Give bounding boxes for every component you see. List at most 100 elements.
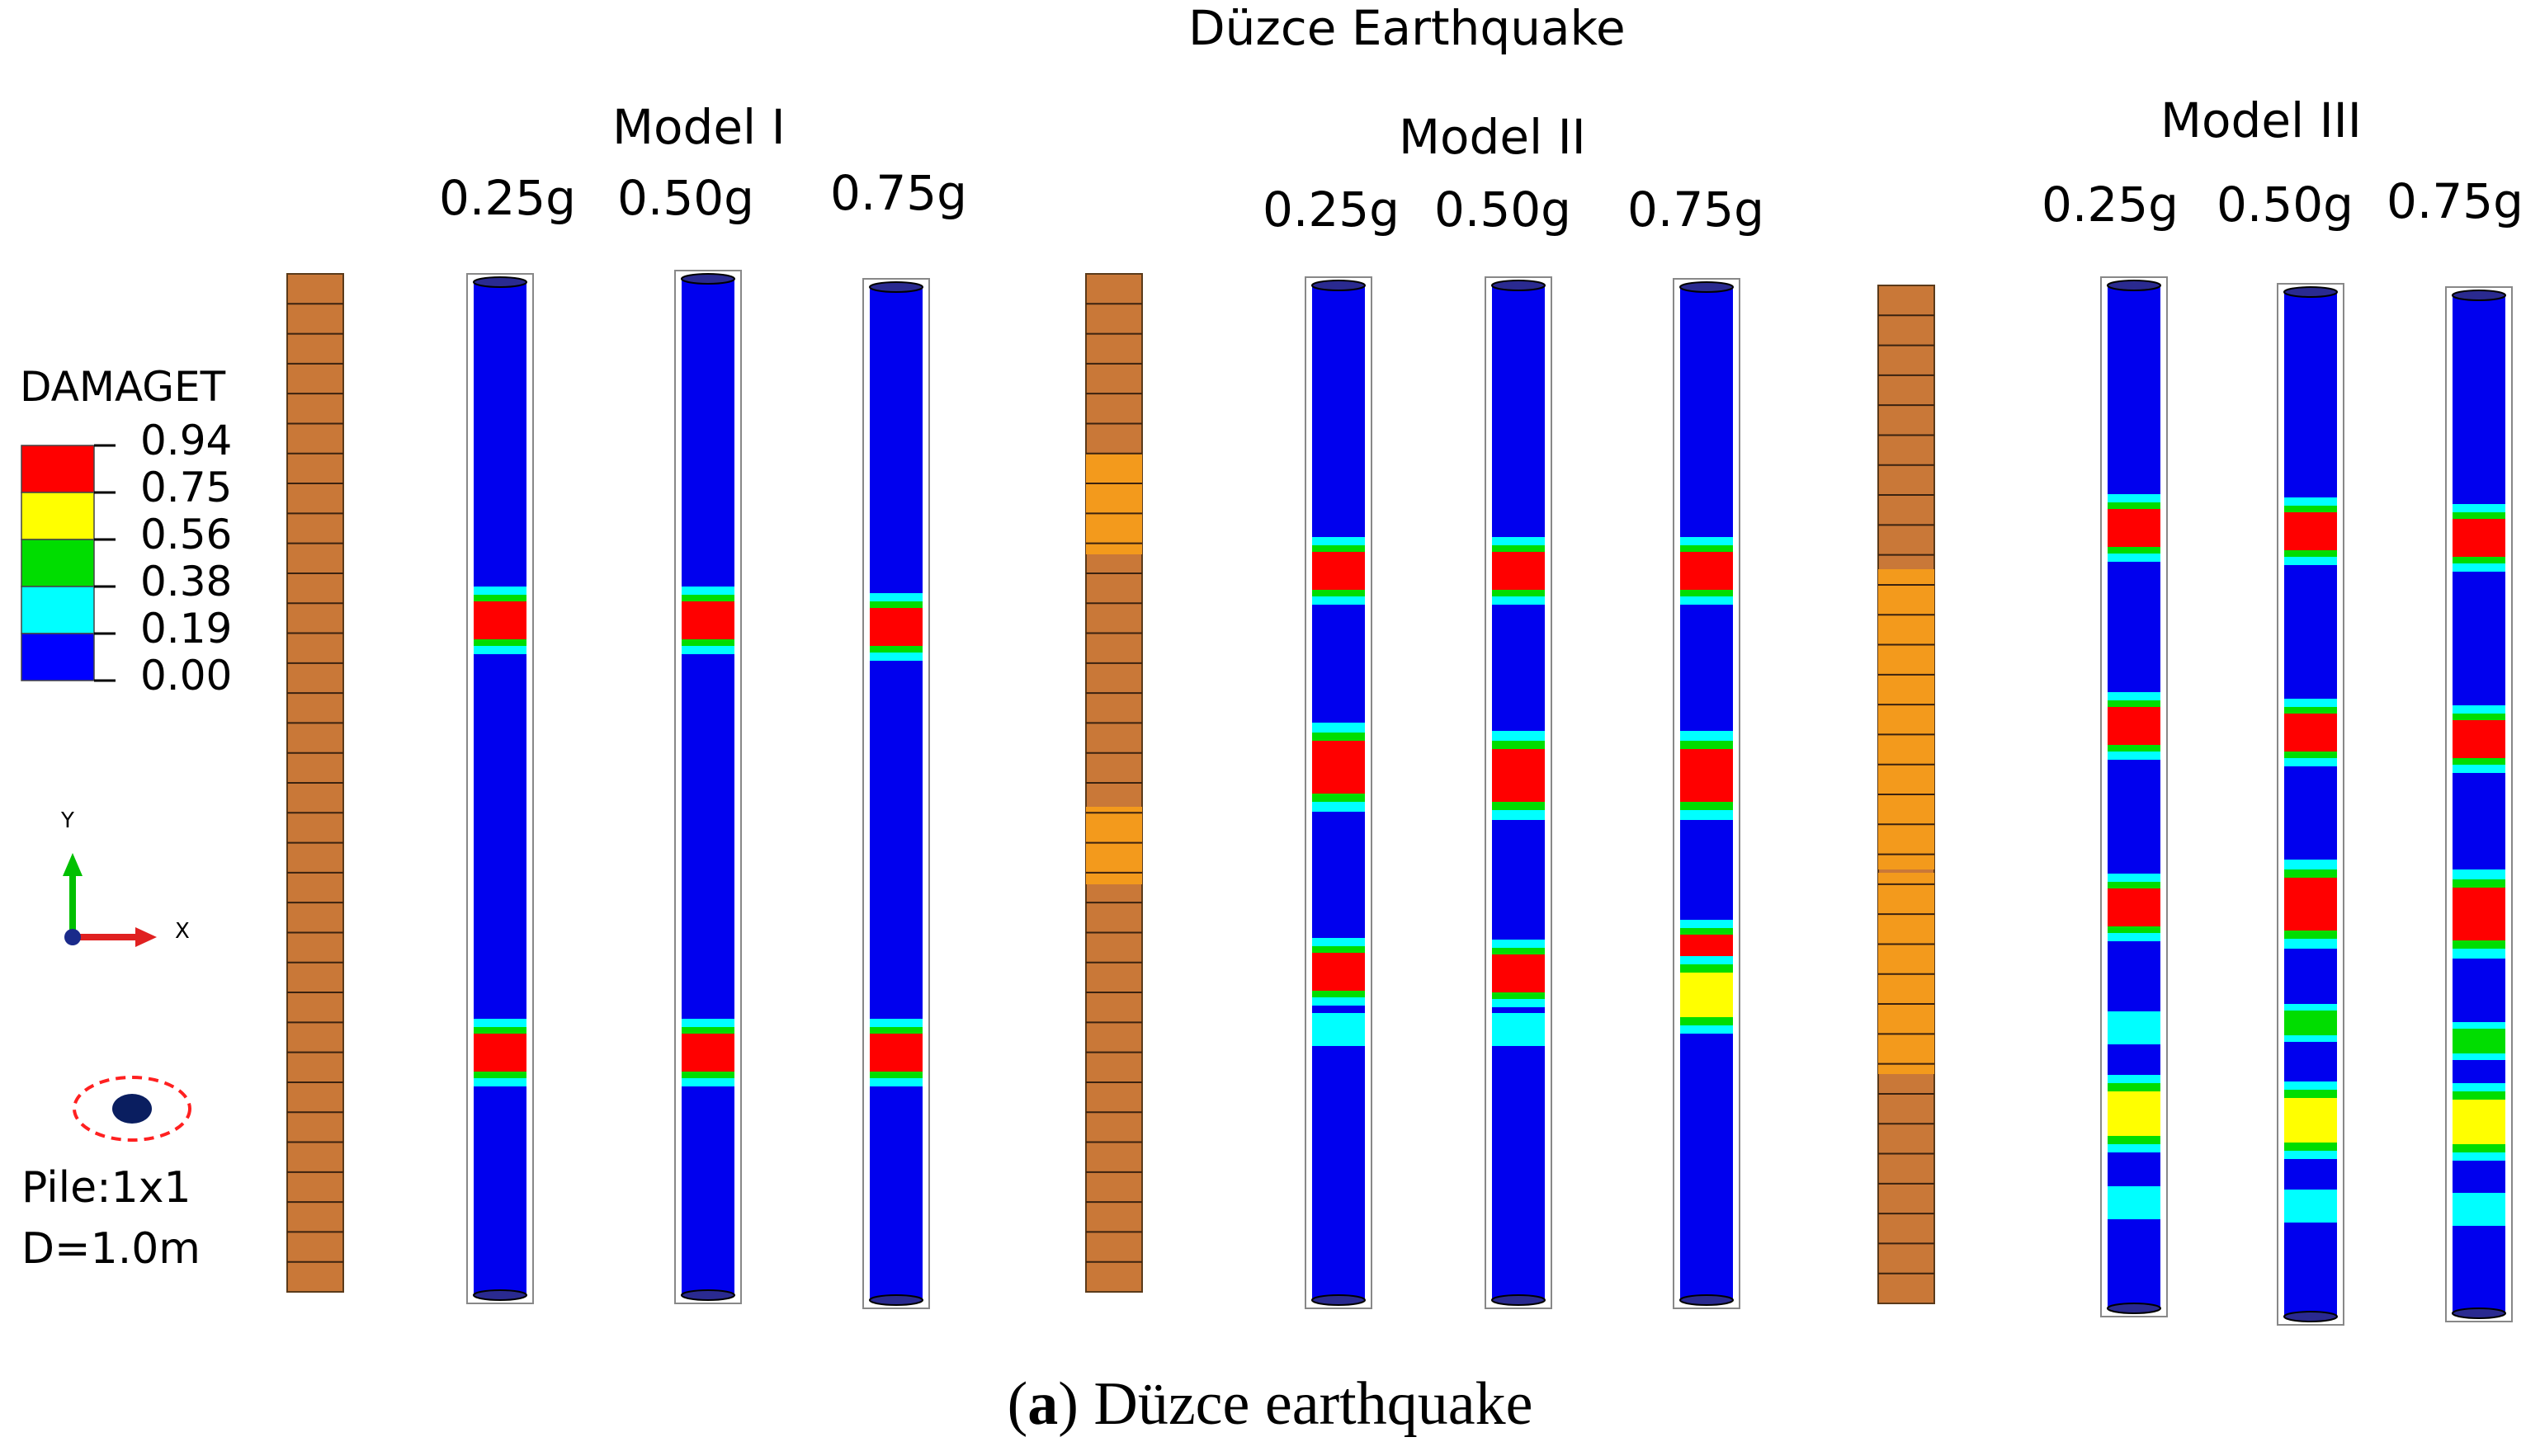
damage-band [2108, 1083, 2160, 1091]
soil-column-model-3 [1877, 285, 1935, 1304]
damage-band [870, 593, 923, 601]
pile-top [2452, 290, 2506, 301]
damage-band [1680, 956, 1733, 964]
pile-model-3-075g [2445, 286, 2513, 1322]
damage-band [2284, 758, 2337, 766]
damage-band [1312, 537, 1365, 545]
damage-band [1312, 552, 1365, 590]
damage-band [1680, 741, 1733, 749]
model-2-pga-025: 0.25g [1263, 181, 1400, 238]
damage-band [2453, 1053, 2505, 1060]
damage-band [1680, 810, 1733, 820]
damage-band [1680, 537, 1733, 545]
damage-band [2453, 1144, 2505, 1152]
figure-title: Düzce Earthquake [1188, 0, 1626, 56]
damage-band [682, 1034, 734, 1072]
damage-band [1492, 1013, 1545, 1046]
pile-bottom [2107, 1303, 2161, 1314]
damage-band [474, 1019, 526, 1027]
legend-value-075: 0.75 [140, 464, 233, 511]
damage-band [2453, 940, 2505, 949]
damage-band [2284, 707, 2337, 714]
damage-band [2453, 1152, 2505, 1161]
damage-band [1312, 802, 1365, 812]
damage-band [1492, 590, 1545, 596]
damage-band [1680, 973, 1733, 1017]
damage-band [870, 1034, 923, 1072]
damage-band [1492, 749, 1545, 802]
damage-band [1492, 741, 1545, 749]
damage-band [2284, 869, 2337, 878]
legend-swatch-2 [21, 539, 95, 587]
damage-band [2284, 497, 2337, 506]
damage-band [1492, 545, 1545, 552]
damage-band [2453, 1091, 2505, 1100]
model-1-pga-025: 0.25g [439, 170, 576, 226]
model-3-pga-050: 0.50g [2217, 177, 2354, 233]
damage-band [2453, 563, 2505, 572]
damage-band [2453, 720, 2505, 758]
damage-band [2108, 692, 2160, 700]
damage-band [682, 587, 734, 595]
damage-band [2453, 519, 2505, 557]
model-2-title: Model II [1399, 109, 1586, 165]
pile-top [473, 276, 527, 288]
pile-diameter: D=1.0m [21, 1224, 201, 1274]
legend-color-bar [21, 444, 116, 682]
pile-model-3-025g [2100, 276, 2168, 1317]
pile-section [112, 1094, 152, 1124]
pile-model-2-025g [1305, 276, 1372, 1309]
damage-band [1680, 749, 1733, 802]
damage-band [2108, 752, 2160, 760]
damage-band [1312, 733, 1365, 741]
damage-band [2284, 506, 2337, 512]
damage-band [1312, 723, 1365, 733]
damage-band [1312, 946, 1365, 953]
damage-band [2453, 705, 2505, 714]
damage-band [2284, 752, 2337, 758]
damage-band [2284, 714, 2337, 752]
pile-bottom [681, 1289, 735, 1301]
damage-band [474, 639, 526, 646]
pile-contours [466, 270, 2513, 1326]
damage-band [682, 595, 734, 601]
pile-top [1311, 280, 1366, 291]
legend-swatch-3 [21, 586, 95, 634]
legend-value-038: 0.38 [140, 558, 233, 605]
damage-band [682, 646, 734, 654]
pile-body [2108, 285, 2160, 1308]
pile-top [681, 273, 735, 285]
damage-band [682, 601, 734, 639]
damage-band [2108, 707, 2160, 745]
damage-band [2108, 547, 2160, 554]
pile-bottom [1491, 1294, 1546, 1306]
damage-band [474, 1034, 526, 1072]
model-2-pga-075: 0.75g [1627, 181, 1764, 238]
pile-bottom [869, 1294, 923, 1306]
damage-band [2108, 882, 2160, 888]
damage-band [1492, 802, 1545, 810]
pile-bottom [1311, 1294, 1366, 1306]
damage-band [2453, 1022, 2505, 1029]
damage-band [870, 608, 923, 646]
damage-band [474, 1072, 526, 1078]
damage-band [2453, 1100, 2505, 1144]
damage-band [2108, 494, 2160, 502]
damage-band [1312, 953, 1365, 991]
damage-band [1680, 545, 1733, 552]
soil-column-model-2 [1085, 273, 1143, 1293]
legend-swatch-1 [21, 492, 95, 540]
damage-band [2284, 1035, 2337, 1042]
damage-band [2284, 1151, 2337, 1159]
damage-band [474, 595, 526, 601]
damage-band [1680, 928, 1733, 935]
damage-band [1680, 964, 1733, 973]
damage-band [474, 1027, 526, 1034]
damage-band [1312, 590, 1365, 596]
damage-band [870, 601, 923, 608]
damage-band [1492, 999, 1545, 1007]
damage-band [870, 1072, 923, 1078]
damage-band [2108, 509, 2160, 547]
pile-bottom [473, 1289, 527, 1301]
damage-band [2453, 879, 2505, 888]
